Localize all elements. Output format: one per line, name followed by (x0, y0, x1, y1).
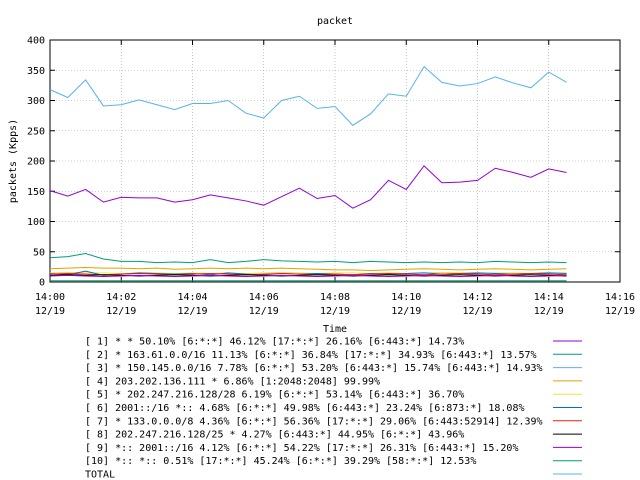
x-tick-label-time: 14:06 (249, 292, 279, 303)
x-axis-label: Time (323, 324, 347, 335)
x-tick-label-date: 12/19 (605, 306, 635, 317)
series-line-1 (49, 165, 567, 209)
legend-label: [ 1] * * 50.10% [6:*:*] 46.12% [17:*:*] … (85, 337, 464, 348)
legend-label: [ 7] * 133.0.0.0/8 4.36% [6:*:*] 56.36% … (85, 416, 543, 427)
series-line-7 (49, 273, 567, 276)
y-tick-label: 150 (27, 187, 45, 198)
y-tick-label: 50 (33, 247, 45, 258)
x-tick-label-date: 12/19 (534, 306, 564, 317)
x-tick-label-date: 12/19 (462, 306, 492, 317)
series-line-4 (49, 266, 567, 272)
legend-label: TOTAL (85, 470, 115, 480)
y-tick-label: 250 (27, 126, 45, 137)
x-tick-label-time: 14:04 (177, 292, 207, 303)
legend-label: [10] *:: *:: 0.51% [17:*:*] 45.24% [6:*:… (85, 456, 476, 467)
grid-layer (50, 40, 620, 282)
x-tick-label-date: 12/19 (35, 306, 65, 317)
axis-layer: 0 50 100 150 200 250 300 350 400 14:00 12/19 14:02 1… (27, 36, 635, 318)
y-tick-label: 350 (27, 66, 45, 77)
legend-label: [ 9] *:: 2001::/16 4.12% [6:*:*] 54.22% … (85, 443, 518, 454)
x-tick-label-date: 12/19 (177, 306, 207, 317)
legend-label: [ 5] * 202.247.216.128/28 6.19% [6:*:*] … (85, 390, 464, 401)
y-tick-label: 300 (27, 96, 45, 107)
y-tick-label: 200 (27, 157, 45, 168)
series-line-6 (49, 270, 567, 276)
y-tick-label: 400 (27, 36, 45, 47)
series-layer (49, 65, 567, 282)
y-tick-label: 100 (27, 217, 45, 228)
x-tick-label-date: 12/19 (320, 306, 350, 317)
series-line-2 (49, 253, 567, 264)
legend-label: [ 2] * 163.61.0.0/16 11.13% [6:*:*] 36.8… (85, 350, 537, 361)
x-tick-label-time: 14:12 (462, 292, 492, 303)
legend-label: [ 3] * 150.145.0.0/16 7.78% [6:*:*] 53.2… (85, 363, 543, 374)
x-tick-label-time: 14:10 (391, 292, 421, 303)
y-axis-label: packets (Kpps) (8, 119, 19, 203)
x-tick-label-date: 12/19 (249, 306, 279, 317)
x-tick-label-time: 14:16 (605, 292, 635, 303)
x-tick-label-time: 14:08 (320, 292, 350, 303)
x-tick-label-date: 12/19 (391, 306, 421, 317)
x-tick-label-date: 12/19 (106, 306, 136, 317)
series-line-9 (49, 274, 567, 278)
chart-title: packet (317, 16, 353, 27)
legend-label: [ 4] 203.202.136.111 * 6.86% [1:2048:204… (85, 376, 380, 387)
y-tick-label: 0 (39, 278, 45, 289)
x-tick-label-time: 14:02 (106, 292, 136, 303)
legend-label: [ 6] 2001::/16 *:: 4.68% [6:*:*] 49.98% … (85, 403, 525, 414)
x-tick-label-time: 14:14 (534, 292, 564, 303)
legend: [ 1] * * 50.10% [6:*:*] 46.12% [17:*:*] … (85, 337, 582, 480)
legend-label: [ 8] 202.247.216.128/25 * 4.27% [6:443:*… (85, 430, 464, 441)
x-tick-label-time: 14:00 (35, 292, 65, 303)
series-line-3 (49, 65, 567, 126)
